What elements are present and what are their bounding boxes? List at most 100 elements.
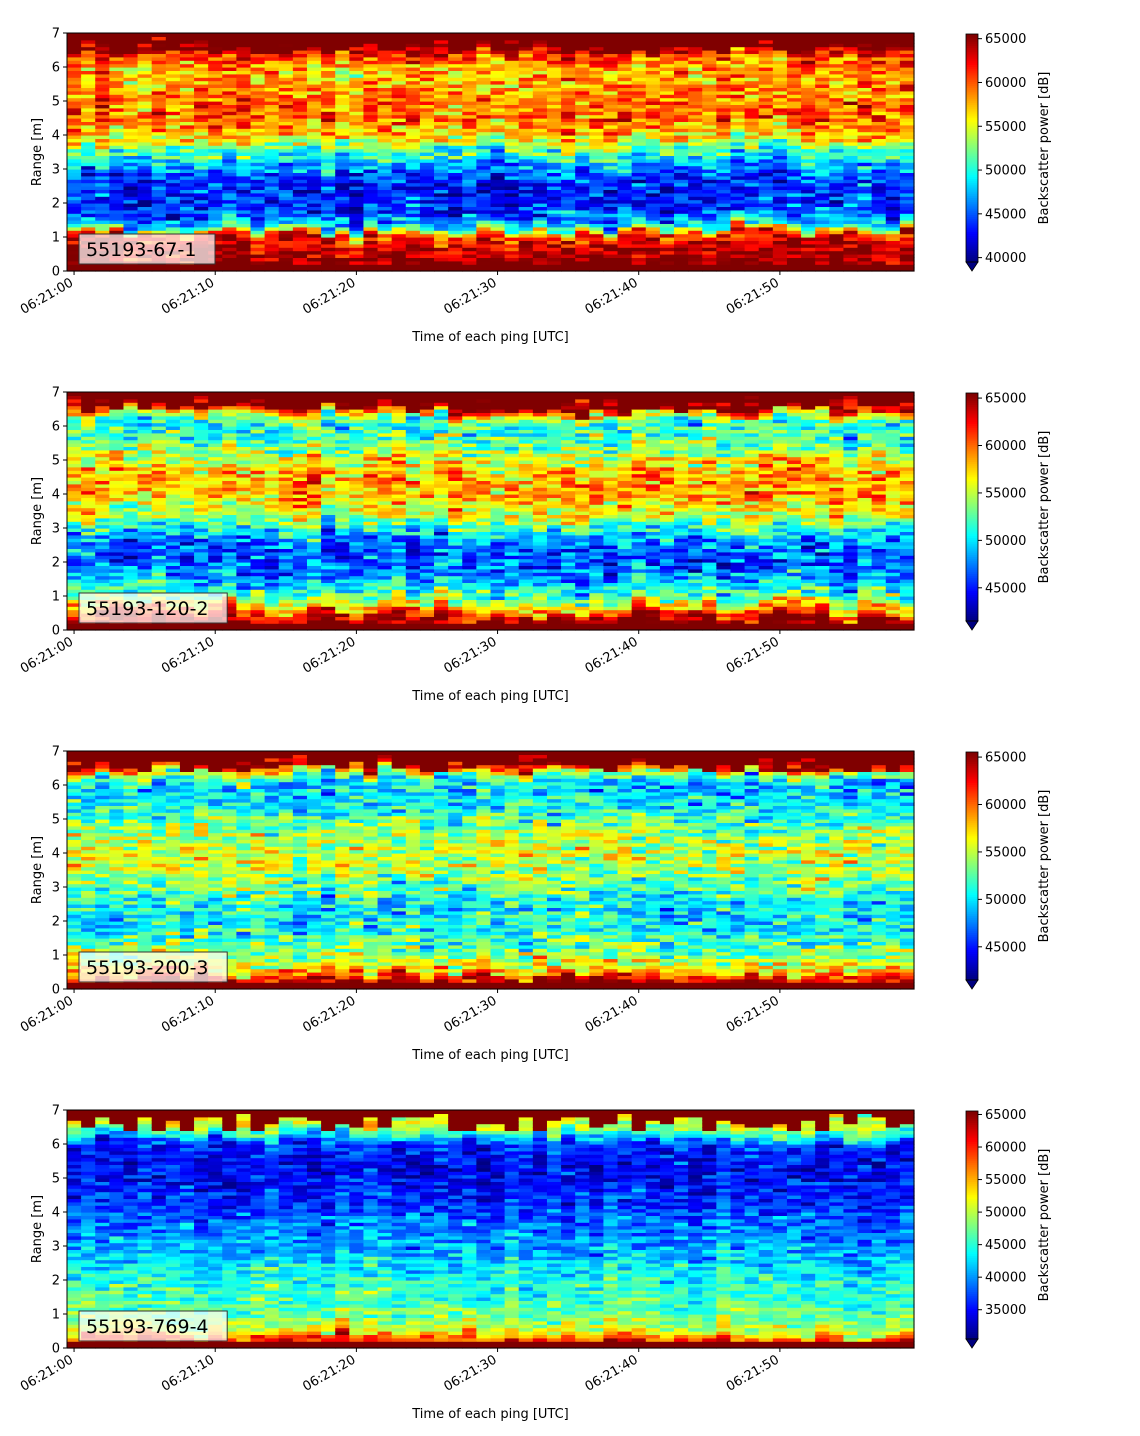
heatmap-cell	[490, 158, 506, 163]
heatmap-cell	[95, 264, 110, 269]
heatmap-cell	[377, 56, 393, 61]
heatmap-cell	[758, 206, 774, 211]
heatmap-cell	[264, 124, 280, 129]
heatmap-cell	[208, 53, 223, 58]
heatmap-cell	[236, 233, 252, 238]
heatmap-cell	[264, 73, 280, 78]
heatmap-cell	[419, 216, 435, 221]
heatmap-cell	[702, 46, 717, 51]
heatmap-cell	[617, 50, 633, 54]
heatmap-cell	[67, 39, 82, 44]
heatmap-cell	[67, 470, 82, 475]
heatmap-cell	[716, 220, 732, 224]
heatmap-cell	[109, 172, 125, 177]
heatmap-cell	[165, 487, 181, 492]
heatmap-cell	[843, 43, 859, 48]
heatmap-cell	[546, 121, 562, 126]
heatmap-cell	[603, 33, 619, 37]
heatmap-cell	[278, 254, 294, 258]
heatmap-cell	[786, 233, 802, 238]
heatmap-cell	[504, 243, 520, 248]
heatmap-cell	[843, 63, 859, 68]
heatmap-cell	[786, 97, 802, 102]
heatmap-cell	[306, 186, 322, 190]
heatmap-cell	[617, 260, 633, 265]
heatmap-cell	[546, 135, 562, 139]
heatmap-cell	[264, 199, 280, 204]
heatmap-cell	[81, 497, 96, 502]
heatmap-cell	[702, 199, 717, 204]
heatmap-cell	[335, 196, 350, 201]
heatmap-cell	[391, 230, 407, 235]
heatmap-cell	[208, 77, 223, 82]
colorbar-segment	[966, 142, 978, 145]
heatmap-cell	[772, 107, 788, 112]
heatmap-cell	[815, 257, 830, 262]
heatmap-cell	[165, 213, 181, 218]
heatmap-cell	[518, 94, 534, 99]
heatmap-cell	[250, 169, 266, 173]
heatmap-cell	[81, 138, 96, 143]
heatmap-cell	[109, 626, 125, 631]
heatmap-cell	[871, 33, 887, 37]
heatmap-cell	[151, 121, 167, 126]
heatmap-cell	[335, 152, 350, 156]
heatmap-cell	[871, 237, 887, 241]
heatmap-cell	[504, 169, 520, 173]
heatmap-cell	[278, 264, 294, 269]
heatmap-cell	[306, 53, 322, 58]
heatmap-cell	[843, 158, 859, 163]
heatmap-cell	[885, 53, 901, 58]
heatmap-cell	[448, 50, 463, 54]
heatmap-cell	[151, 97, 167, 102]
heatmap-cell	[391, 257, 407, 262]
heatmap-cell	[349, 77, 365, 82]
heatmap-cell	[702, 118, 717, 122]
heatmap-cell	[518, 189, 534, 194]
heatmap-cell	[419, 84, 435, 88]
heatmap-cell	[165, 623, 181, 628]
heatmap-cell	[67, 619, 82, 624]
heatmap-cell	[899, 158, 915, 163]
heatmap-cell	[335, 60, 350, 65]
heatmap-cell	[137, 524, 153, 529]
heatmap-cell	[645, 97, 661, 102]
heatmap-cell	[137, 470, 153, 475]
heatmap-cell	[518, 186, 534, 190]
heatmap-cell	[278, 111, 294, 116]
heatmap-cell	[151, 169, 167, 173]
heatmap-cell	[702, 148, 717, 153]
heatmap-cell	[179, 446, 195, 451]
heatmap-cell	[561, 203, 576, 207]
heatmap-cell	[589, 73, 605, 78]
heatmap-cell	[801, 67, 816, 71]
heatmap-cell	[349, 254, 365, 258]
heatmap-cell	[67, 602, 82, 607]
heatmap-cell	[532, 162, 548, 167]
heatmap-cell	[306, 175, 322, 180]
heatmap-cell	[730, 199, 746, 204]
heatmap-cell	[772, 192, 788, 197]
heatmap-cell	[561, 131, 576, 136]
heatmap-cell	[857, 186, 873, 190]
heatmap-cell	[434, 226, 449, 231]
heatmap-cell	[81, 145, 96, 150]
heatmap-cell	[306, 220, 322, 224]
heatmap-cell	[222, 203, 237, 207]
heatmap-cell	[518, 182, 534, 187]
heatmap-cell	[532, 182, 548, 187]
heatmap-cell	[363, 63, 379, 68]
heatmap-cell	[448, 107, 463, 112]
heatmap-cell	[829, 56, 845, 61]
heatmap-cell	[561, 145, 576, 150]
heatmap-cell	[222, 175, 237, 180]
heatmap-cell	[575, 254, 590, 258]
heatmap-cell	[829, 158, 845, 163]
heatmap-cell	[321, 114, 336, 119]
heatmap-cell	[165, 226, 181, 231]
heatmap-cell	[885, 131, 901, 136]
heatmap-cell	[123, 36, 139, 41]
heatmap-cell	[81, 538, 96, 543]
heatmap-cell	[462, 107, 477, 112]
heatmap-cell	[137, 426, 153, 430]
